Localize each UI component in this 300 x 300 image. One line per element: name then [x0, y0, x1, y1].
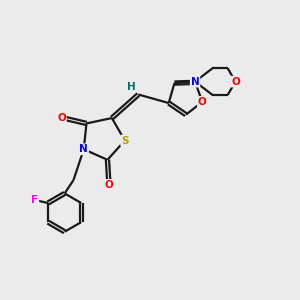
Text: N: N	[191, 76, 200, 87]
Text: F: F	[31, 195, 38, 205]
Text: N: N	[80, 144, 88, 154]
Text: O: O	[105, 180, 113, 190]
Text: H: H	[127, 82, 135, 92]
Text: O: O	[231, 76, 240, 87]
Text: O: O	[57, 112, 66, 123]
Text: O: O	[198, 97, 207, 107]
Text: S: S	[121, 136, 129, 146]
